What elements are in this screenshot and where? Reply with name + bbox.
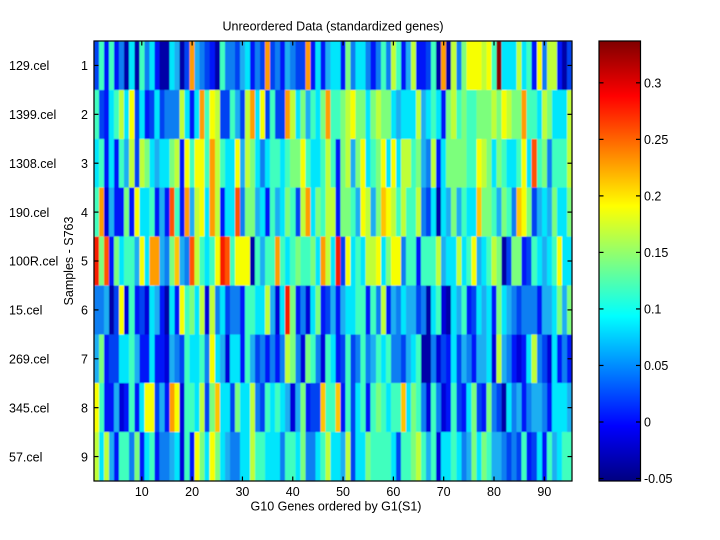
svg-text:1: 1 [81, 59, 88, 73]
svg-text:20: 20 [185, 485, 199, 499]
svg-text:5: 5 [81, 255, 88, 269]
svg-text:0.25: 0.25 [644, 133, 668, 147]
svg-text:0.3: 0.3 [644, 77, 661, 91]
svg-text:0.05: 0.05 [644, 359, 668, 373]
svg-text:10: 10 [135, 485, 149, 499]
svg-text:40: 40 [286, 485, 300, 499]
svg-text:6: 6 [81, 304, 88, 318]
svg-text:70: 70 [437, 485, 451, 499]
svg-text:90: 90 [537, 485, 551, 499]
svg-text:8: 8 [81, 401, 88, 415]
svg-text:Samples - S763: Samples - S763 [62, 216, 76, 305]
svg-text:345.cel: 345.cel [9, 401, 49, 415]
svg-text:Unreordered Data (standardized: Unreordered Data (standardized genes) [223, 19, 444, 33]
svg-text:15.cel: 15.cel [9, 304, 42, 318]
svg-text:7: 7 [81, 352, 88, 366]
svg-text:269.cel: 269.cel [9, 352, 49, 366]
svg-text:50: 50 [336, 485, 350, 499]
svg-text:0.2: 0.2 [644, 190, 661, 204]
svg-text:80: 80 [487, 485, 501, 499]
svg-text:0.15: 0.15 [644, 246, 668, 260]
svg-text:1399.cel: 1399.cel [9, 108, 56, 122]
svg-text:2: 2 [81, 108, 88, 122]
svg-text:G10 Genes ordered by G1(S1): G10 Genes ordered by G1(S1) [251, 500, 422, 514]
svg-text:-0.05: -0.05 [644, 472, 673, 486]
svg-text:1308.cel: 1308.cel [9, 157, 56, 171]
svg-text:190.cel: 190.cel [9, 206, 49, 220]
svg-text:30: 30 [235, 485, 249, 499]
svg-text:0: 0 [644, 416, 651, 430]
svg-text:60: 60 [386, 485, 400, 499]
svg-text:57.cel: 57.cel [9, 450, 42, 464]
svg-text:100R.cel: 100R.cel [9, 255, 58, 269]
svg-text:9: 9 [81, 450, 88, 464]
svg-text:4: 4 [81, 206, 88, 220]
svg-text:3: 3 [81, 157, 88, 171]
svg-text:0.1: 0.1 [644, 303, 661, 317]
svg-text:129.cel: 129.cel [9, 59, 49, 73]
